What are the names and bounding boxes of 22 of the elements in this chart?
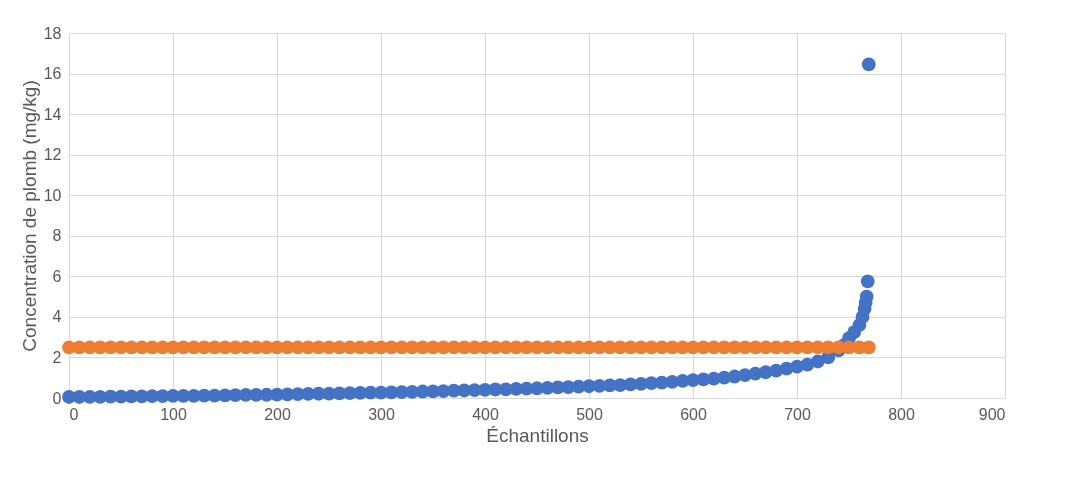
x-tick-label: 200 <box>264 405 291 423</box>
x-tick-label: 900 <box>978 405 1006 423</box>
y-tick-label: 16 <box>43 65 62 83</box>
x-tick-label: 600 <box>680 405 707 423</box>
x-tick-label: 500 <box>576 405 603 423</box>
x-tick-label: 0 <box>69 405 79 423</box>
y-tick-label: 2 <box>52 348 62 366</box>
y-tick-label: 6 <box>52 267 62 285</box>
y-tick-label: 4 <box>52 308 62 326</box>
x-tick-label: 300 <box>368 405 395 423</box>
y-tick-label: 0 <box>52 389 62 407</box>
x-axis-title: Échantillons <box>486 424 589 446</box>
y-tick-label: 14 <box>43 105 62 123</box>
x-tick-label: 100 <box>160 405 187 423</box>
y-tick-label: 10 <box>43 186 62 204</box>
x-tick-label: 800 <box>888 405 915 423</box>
y-tick-label: 8 <box>52 227 62 245</box>
y-tick-label: 18 <box>43 24 62 42</box>
x-tick-label: 700 <box>784 405 811 423</box>
y-tick-label: 12 <box>43 146 62 164</box>
y-axis-title: Concentration de plomb (mg/kg) <box>18 80 40 352</box>
x-tick-label: 400 <box>472 405 499 423</box>
